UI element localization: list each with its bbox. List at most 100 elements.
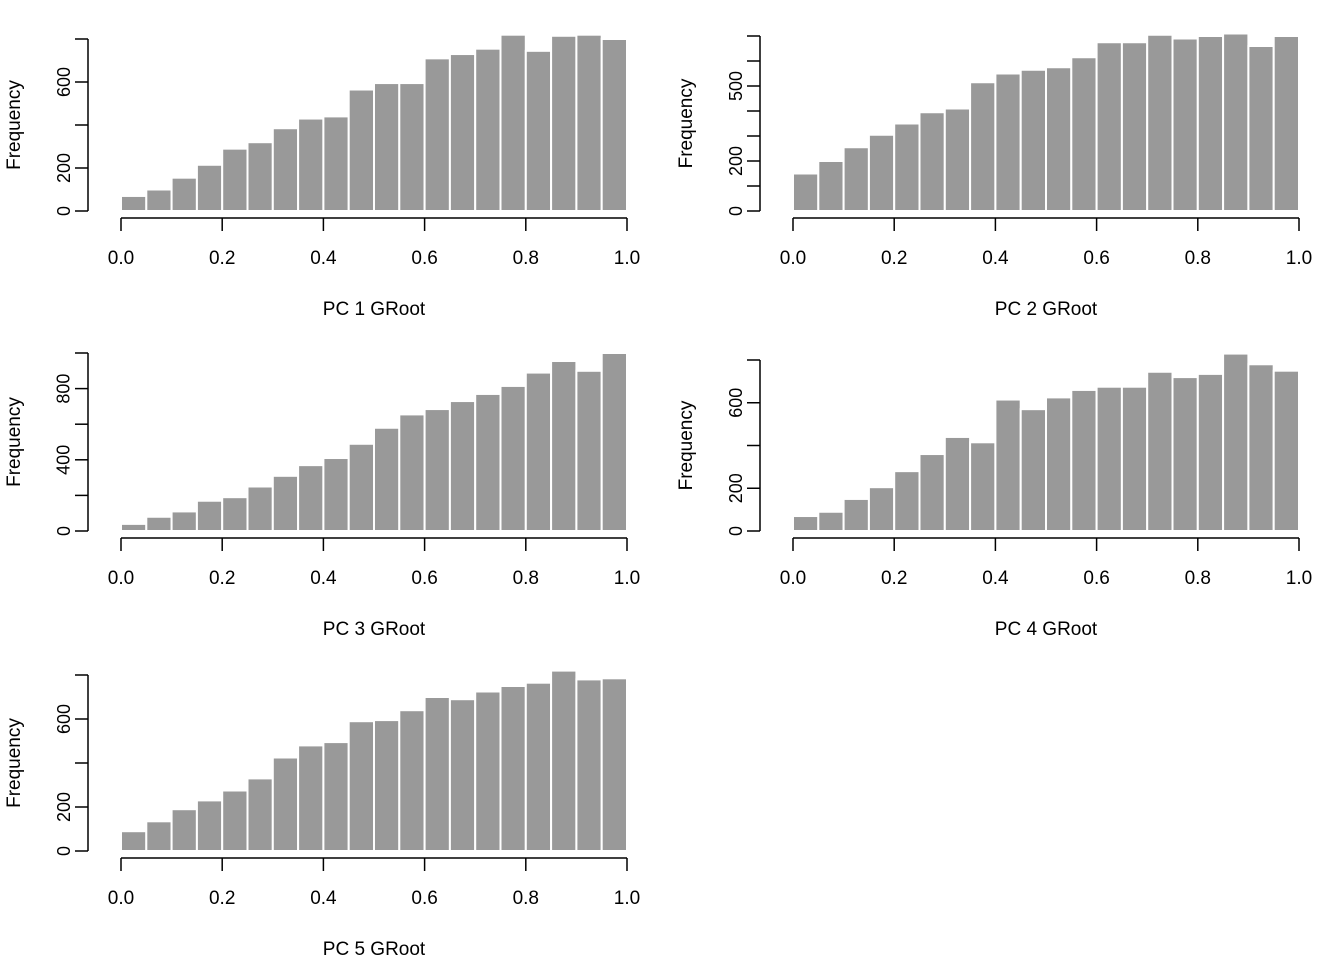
histogram-bar: [943, 107, 972, 212]
histogram-panel-5: 0 200 600 Frequency 0.0 0.2 0.4 0.6 0.8 1.0 PC 5 G…: [4, 669, 640, 960]
histogram-bar: [600, 38, 629, 212]
x-tick-label: 0.0: [108, 568, 134, 589]
histogram-bar: [1019, 408, 1048, 533]
histogram-panel-1: 0 200 600 Frequency 0.0 0.2 0.4 0.6 0.8 1.0 PC 1 G…: [4, 33, 640, 320]
histogram-bar: [969, 81, 997, 212]
histogram-bar: [1247, 45, 1275, 212]
histogram-bar: [322, 457, 350, 532]
x-tick-label: 1.0: [1286, 568, 1312, 589]
histogram-bar: [170, 176, 198, 213]
histogram-bar: [271, 756, 300, 852]
x-tick-label: 1.0: [614, 888, 640, 909]
histogram-bar: [1171, 37, 1199, 212]
histogram-bar: [842, 497, 870, 532]
histogram-bar: [322, 741, 350, 852]
histogram-bar: [893, 122, 921, 212]
y-axis-title: Frequency: [4, 718, 25, 808]
histogram-bar: [297, 117, 325, 212]
histogram-bar: [600, 352, 629, 532]
histogram-bar: [1196, 372, 1225, 532]
histogram-bar: [524, 371, 553, 532]
x-tick-label: 0.8: [513, 888, 539, 909]
histogram-bar: [246, 485, 274, 532]
histogram-bar: [842, 146, 870, 212]
histogram-bar: [499, 384, 527, 532]
y-tick-label: 200: [726, 473, 746, 503]
histogram-bar: [1272, 369, 1300, 532]
histogram-bar: [994, 72, 1022, 212]
histogram-bar: [145, 515, 173, 533]
histogram-bar: [448, 698, 477, 853]
y-tick-label: 200: [726, 146, 746, 176]
y-tick-label: 500: [726, 71, 746, 101]
x-tick-label: 0.4: [982, 248, 1009, 269]
histogram-bar: [221, 789, 249, 852]
histogram-bar: [893, 470, 921, 532]
histogram-bar: [499, 33, 527, 213]
histogram-bar: [550, 669, 578, 852]
histogram-bar: [423, 408, 451, 533]
y-tick-label: 0: [54, 526, 74, 536]
histogram-bar: [1070, 56, 1098, 212]
histogram-bar: [524, 49, 553, 213]
histogram-bar: [1045, 66, 1073, 212]
x-tick-label: 0.2: [881, 568, 907, 589]
histogram-bar: [867, 133, 896, 212]
histogram-bar: [170, 510, 198, 533]
histogram-bar: [120, 522, 148, 533]
x-tick-label: 0.0: [108, 248, 134, 269]
x-tick-label: 0.8: [1185, 248, 1211, 269]
histogram-bar: [524, 681, 553, 853]
histogram-bar: [1095, 41, 1123, 212]
histogram-bar: [271, 127, 300, 213]
y-axis-title: Frequency: [676, 400, 697, 490]
histogram-bar: [145, 188, 173, 212]
y-axis-title: Frequency: [4, 80, 25, 170]
histogram-bar: [1272, 35, 1300, 212]
histogram-bar: [347, 720, 376, 853]
x-tick-label: 0.6: [1083, 568, 1109, 589]
x-tick-label: 0.4: [310, 248, 337, 269]
x-tick-label: 0.4: [982, 568, 1009, 589]
histogram-bar: [600, 677, 629, 852]
histogram-bar: [474, 690, 502, 852]
histogram-bar: [550, 360, 578, 533]
histogram-bar: [448, 53, 477, 212]
histogram-bar: [1095, 385, 1123, 532]
histogram-bar: [297, 464, 325, 533]
y-axis-title: Frequency: [4, 397, 25, 487]
histogram-bar: [423, 696, 451, 852]
x-tick-label: 0.2: [881, 248, 907, 269]
histogram-bar: [246, 141, 274, 212]
histogram-bar: [1222, 352, 1250, 532]
x-tick-label: 0.6: [411, 568, 437, 589]
histogram-bar: [1146, 33, 1174, 212]
x-axis-title: PC 2 GRoot: [995, 299, 1098, 320]
x-tick-label: 0.2: [209, 888, 235, 909]
histogram-bar: [120, 194, 148, 212]
histogram-bar: [817, 160, 845, 212]
histogram-bar: [423, 57, 451, 212]
histogram-bar: [398, 82, 426, 212]
x-tick-label: 0.0: [780, 568, 806, 589]
x-tick-label: 0.6: [1083, 248, 1109, 269]
y-tick-label: 0: [54, 846, 74, 856]
histogram-bar: [474, 47, 502, 212]
y-tick-label: 200: [54, 153, 74, 183]
histogram-bar: [221, 147, 249, 212]
y-tick-label: 400: [54, 445, 74, 475]
histogram-bar: [918, 453, 946, 532]
x-tick-label: 0.2: [209, 568, 235, 589]
histogram-bar: [297, 744, 325, 853]
histogram-bar: [817, 510, 845, 533]
y-tick-label: 600: [726, 388, 746, 418]
y-tick-label: 0: [726, 206, 746, 216]
histogram-bar: [347, 442, 376, 532]
x-axis-title: PC 3 GRoot: [323, 619, 426, 640]
histogram-bar: [792, 172, 820, 212]
histogram-bar: [550, 34, 578, 213]
histogram-bar: [1222, 32, 1250, 212]
histogram-bar: [575, 369, 603, 532]
histogram-bar: [448, 400, 477, 532]
x-axis-title: PC 1 GRoot: [323, 299, 426, 320]
